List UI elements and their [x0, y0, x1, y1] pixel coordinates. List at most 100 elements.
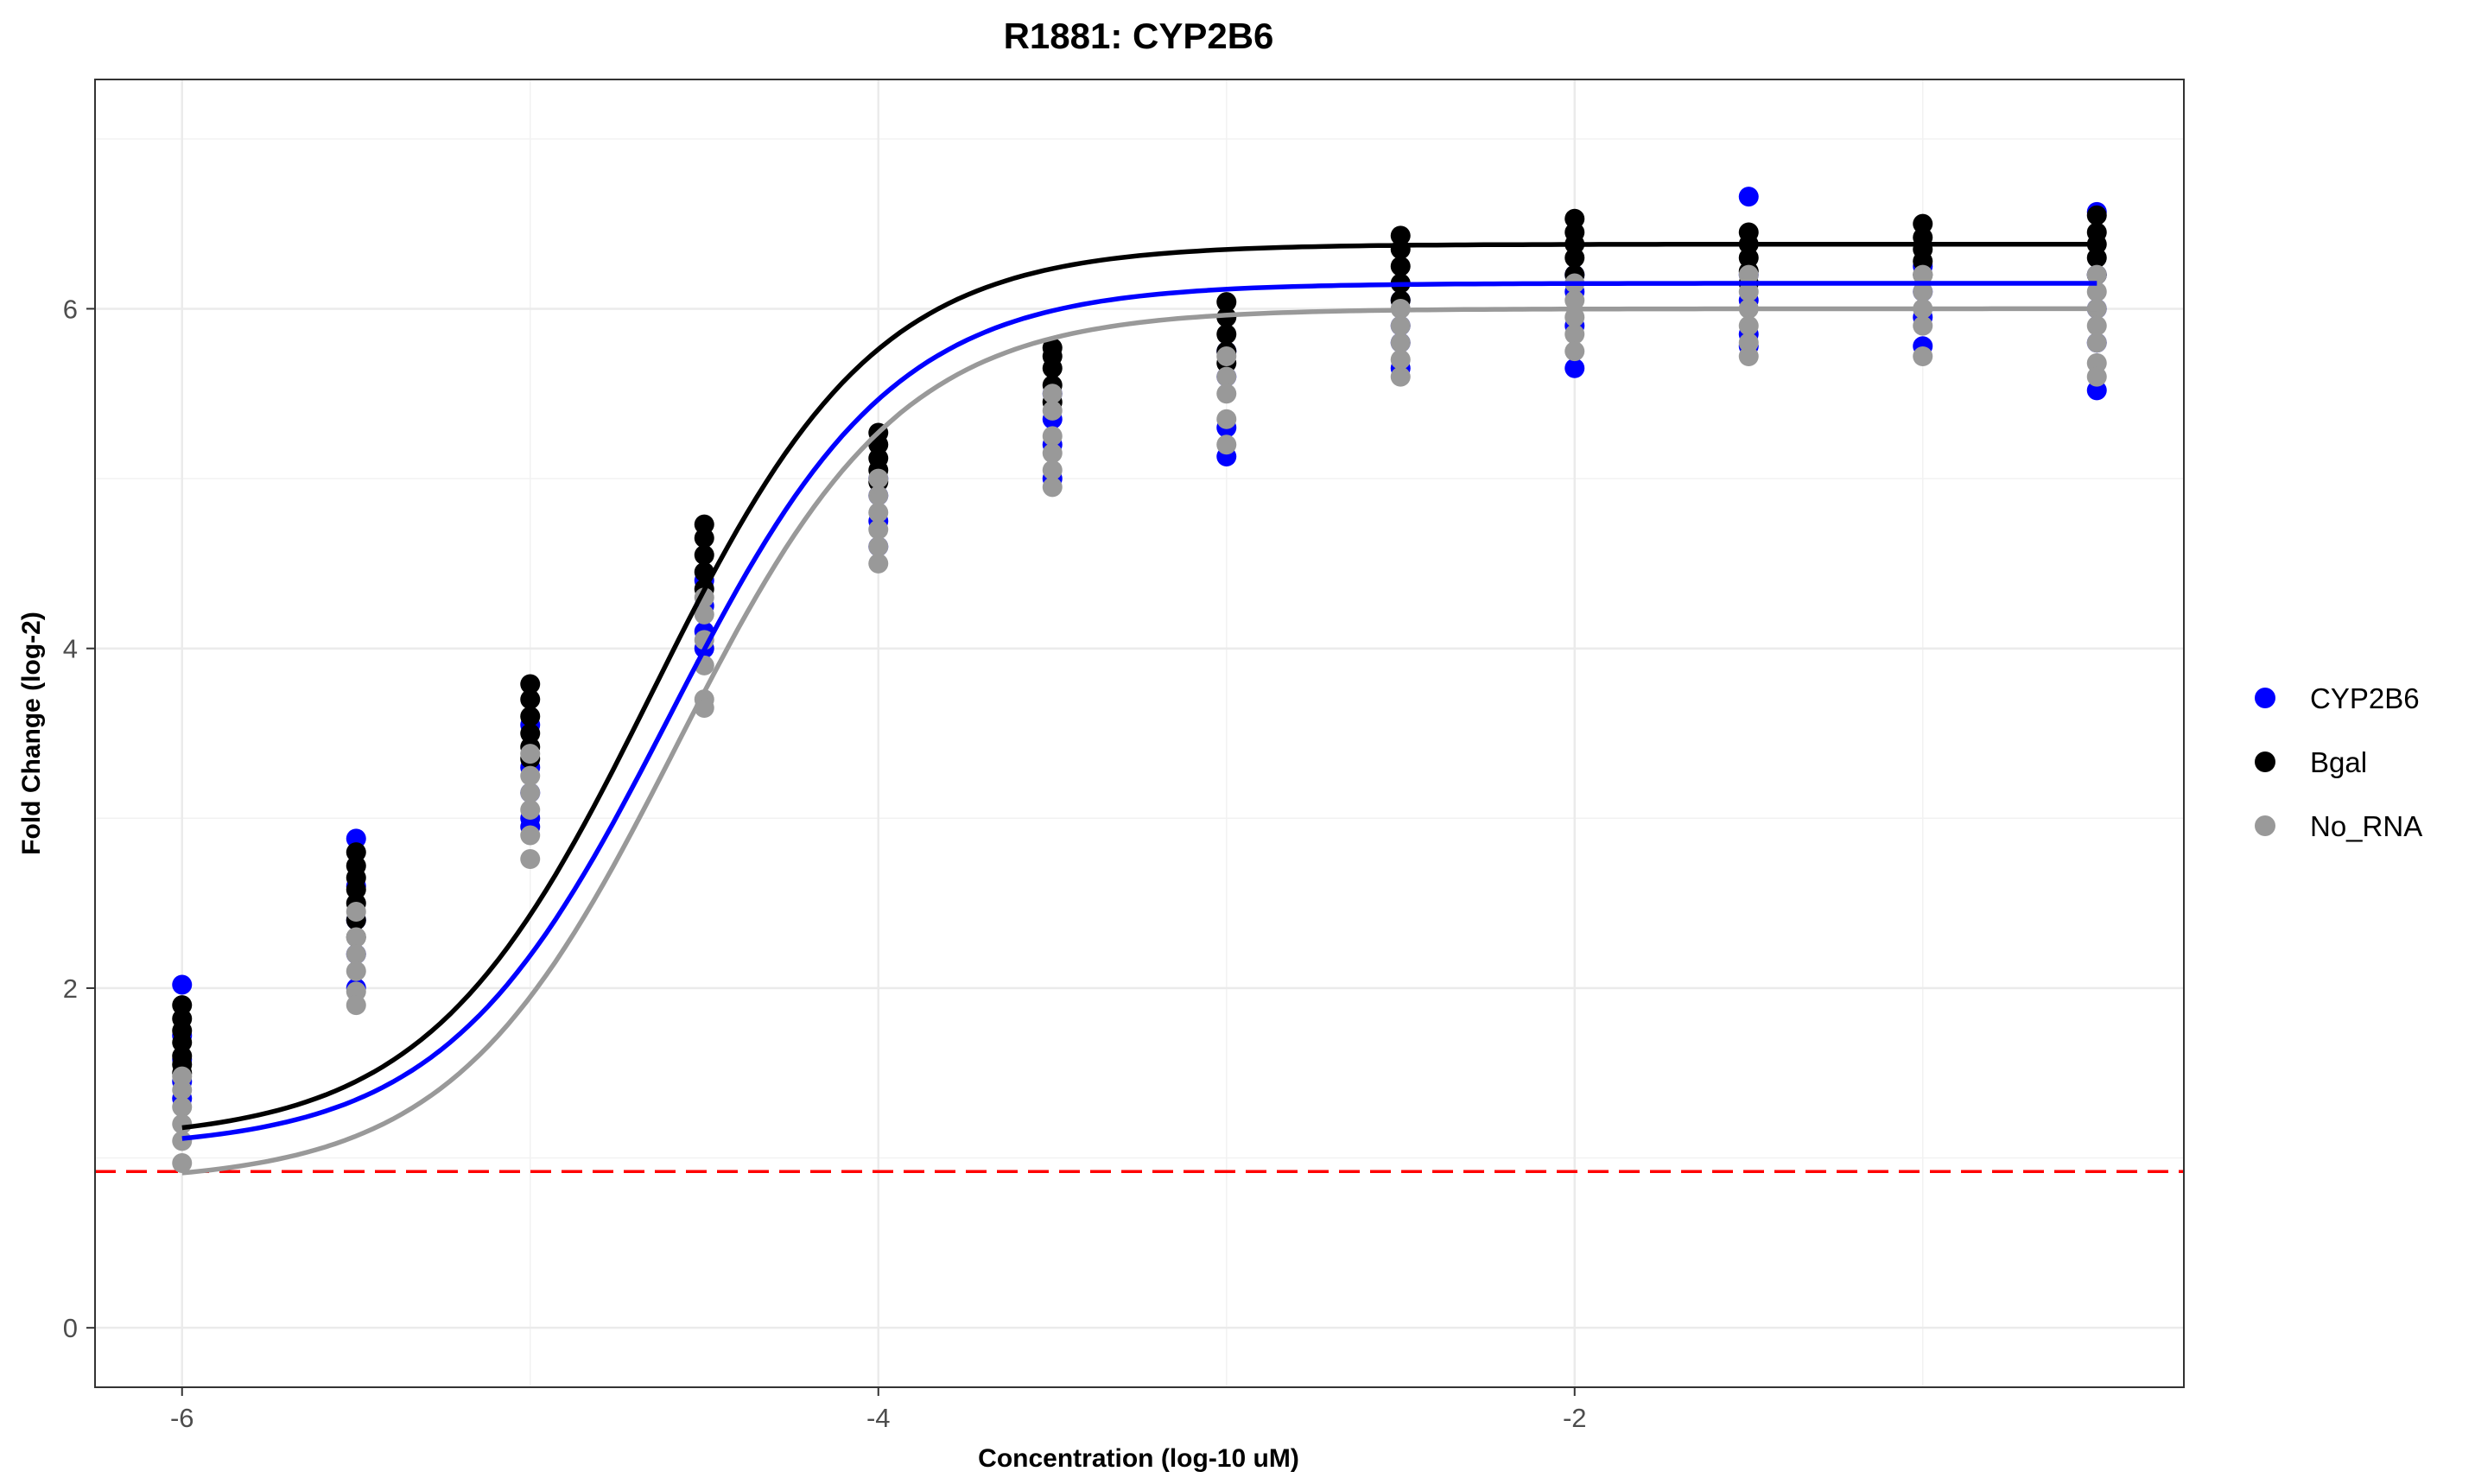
data-point-bgal: [1216, 292, 1237, 313]
data-point-no-rna: [1913, 264, 1933, 285]
data-point-no-rna: [1564, 307, 1585, 327]
plot-background: [95, 79, 2184, 1387]
data-point-no-rna: [1216, 366, 1237, 387]
data-point-no-rna: [1738, 333, 1759, 353]
data-point-no-rna: [346, 995, 366, 1016]
data-point-bgal: [520, 723, 541, 744]
data-point-no-rna: [346, 927, 366, 948]
data-point-no-rna: [1042, 384, 1063, 404]
data-point-no-rna: [1564, 341, 1585, 362]
data-point-no-rna: [520, 744, 541, 764]
data-point-bgal: [1390, 225, 1411, 246]
data-point-bgal: [2086, 247, 2107, 268]
data-point-no-rna: [1216, 384, 1237, 404]
data-point-bgal: [2086, 205, 2107, 225]
data-point-no-rna: [1390, 366, 1411, 387]
data-point-no-rna: [1913, 282, 1933, 302]
data-point-bgal: [520, 674, 541, 694]
x-axis-title: Concentration (log-10 uM): [978, 1444, 1299, 1473]
data-point-bgal: [1564, 247, 1585, 268]
data-point-no-rna: [520, 825, 541, 846]
data-point-no-rna: [346, 901, 366, 922]
x-tick-label: -2: [1563, 1403, 1587, 1433]
data-point-no-rna: [520, 799, 541, 820]
data-point-bgal: [1042, 358, 1063, 378]
data-point-no-rna: [1913, 315, 1933, 336]
data-point-no-rna: [694, 604, 714, 625]
plot-border: [94, 79, 2185, 1388]
y-tick-label: 6: [63, 294, 78, 324]
data-point-no-rna: [1390, 315, 1411, 336]
data-point-bgal: [1216, 324, 1237, 345]
data-point-cyp2b6: [346, 828, 366, 849]
data-point-no-rna: [2086, 282, 2107, 302]
y-tick-label: 4: [63, 634, 78, 664]
data-point-cyp2b6: [1738, 187, 1759, 207]
data-point-cyp2b6: [172, 974, 193, 995]
data-point-bgal: [1390, 256, 1411, 276]
y-tick-label: 2: [63, 973, 78, 1004]
data-point-no-rna: [1564, 290, 1585, 311]
y-axis: 0 2 4 6: [63, 294, 95, 1343]
data-point-cyp2b6: [1564, 358, 1585, 378]
data-point-bgal: [1913, 213, 1933, 234]
data-point-bgal: [694, 528, 714, 549]
data-point-no-rna: [172, 1080, 193, 1100]
data-point-no-rna: [1216, 409, 1237, 429]
data-point-bgal: [1738, 247, 1759, 268]
fit-curves: [181, 241, 2097, 1176]
data-point-no-rna: [868, 553, 889, 574]
legend-label-cyp2b6: CYP2B6: [2310, 682, 2420, 714]
data-point-no-rna: [1042, 460, 1063, 480]
fit-curve-cyp2b6: [181, 281, 2097, 1141]
data-point-bgal: [172, 995, 193, 1016]
data-point-no-rna: [172, 1097, 193, 1118]
data-point-no-rna: [172, 1113, 193, 1134]
data-point-bgal: [346, 842, 366, 863]
data-point-bgal: [172, 1032, 193, 1053]
data-point-no-rna: [172, 1066, 193, 1087]
data-point-no-rna: [1042, 443, 1063, 464]
legend-label-no-rna: No_RNA: [2310, 810, 2422, 842]
data-point-bgal: [520, 706, 541, 726]
data-point-no-rna: [520, 765, 541, 786]
data-point-bgal: [346, 879, 366, 900]
fit-curve-bgal: [181, 241, 2097, 1131]
chart-title: R1881: CYP2B6: [1004, 16, 1274, 56]
data-point-no-rna: [346, 981, 366, 1002]
data-point-bgal: [694, 545, 714, 566]
data-point-no-rna: [1390, 333, 1411, 353]
data-point-no-rna: [868, 485, 889, 506]
data-point-no-rna: [1042, 477, 1063, 498]
data-point-no-rna: [346, 944, 366, 965]
data-point-no-rna: [520, 783, 541, 803]
y-axis-title: Fold Change (log-2): [17, 612, 46, 855]
y-tick-label: 0: [63, 1313, 78, 1343]
data-point-no-rna: [1390, 349, 1411, 370]
data-point-no-rna: [2086, 315, 2107, 336]
data-point-no-rna: [1564, 324, 1585, 345]
data-point-no-rna: [1738, 264, 1759, 285]
data-point-no-rna: [868, 536, 889, 557]
data-point-bgal: [1564, 208, 1585, 229]
data-point-no-rna: [2086, 352, 2107, 373]
plot-panel: [94, 79, 2185, 1388]
data-point-no-rna: [1738, 282, 1759, 302]
data-point-no-rna: [2086, 366, 2107, 387]
data-point-no-rna: [1216, 434, 1237, 455]
fit-curve-no-rna: [181, 306, 2097, 1176]
data-point-bgal: [1913, 251, 1933, 271]
x-tick-label: -6: [170, 1403, 194, 1433]
legend-key-bgal: [2255, 752, 2275, 772]
data-point-no-rna: [1738, 315, 1759, 336]
x-axis: -6 -4 -2: [170, 1387, 1587, 1433]
x-tick-label: -4: [866, 1403, 891, 1433]
data-point-no-rna: [1913, 346, 1933, 366]
data-point-cyp2b6: [2086, 380, 2107, 401]
data-point-no-rna: [868, 502, 889, 523]
data-point-no-rna: [1042, 400, 1063, 421]
data-point-no-rna: [172, 1152, 193, 1173]
data-point-no-rna: [2086, 333, 2107, 353]
data-point-no-rna: [520, 849, 541, 870]
